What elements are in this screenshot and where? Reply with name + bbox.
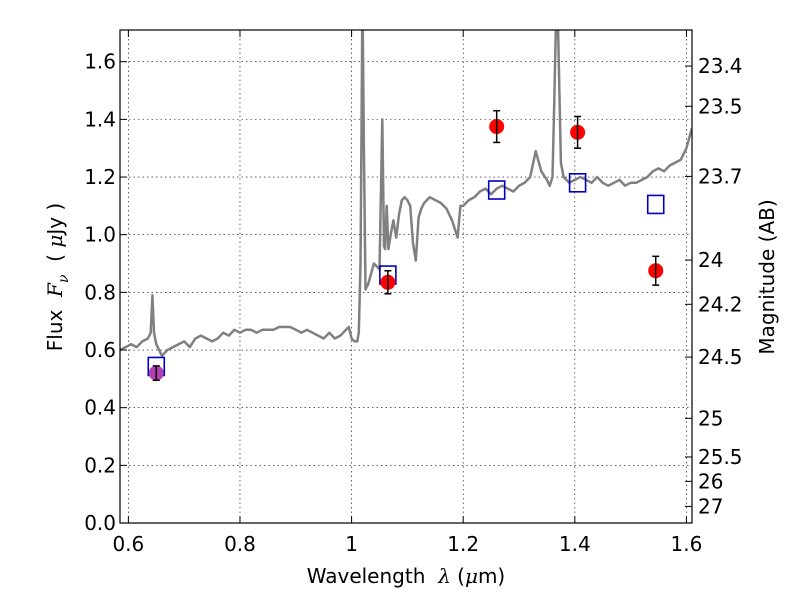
y-tick-label: 0.4	[84, 396, 116, 420]
y-axis: 0.0 0.2 0.4 0.6 0.8 1.0 1.2 1.4 1.6	[84, 50, 127, 535]
y-tick-label: 0.2	[84, 453, 116, 477]
synthetic-point	[487, 180, 506, 200]
x-axis-title: Wavelength λ (μm)	[307, 564, 506, 588]
magnitude-tick-label: 23.7	[698, 164, 743, 188]
x-tick-label: 1.2	[447, 532, 479, 556]
observed-photometry-markers	[148, 109, 664, 382]
x-tick-label: 0.6	[112, 532, 144, 556]
magnitude-tick-label: 24.5	[698, 345, 743, 369]
y-axis-title: Flux Fν ( μJy )	[43, 203, 72, 351]
x-axis: 0.6 0.8 1 1.2 1.4 1.6	[112, 30, 702, 556]
y-tick-label: 0.0	[84, 511, 116, 535]
x-tick-label: 1.4	[559, 532, 591, 556]
magnitude-axis-title: Magnitude (AB)	[755, 199, 779, 354]
magnitude-tick-label: 27	[698, 494, 723, 518]
magnitude-tick-label: 24	[698, 248, 723, 272]
y-tick-label: 1.0	[84, 223, 116, 247]
magnitude-tick-label: 24.2	[698, 292, 743, 316]
x-tick-label: 0.8	[224, 532, 256, 556]
plot-frame	[119, 29, 693, 524]
synthetic-photometry-markers	[147, 173, 665, 377]
magnitude-tick-label: 23.5	[698, 94, 743, 118]
synthetic-point	[646, 194, 665, 215]
magnitude-tick-label: 25.5	[698, 445, 743, 469]
y-tick-label: 0.8	[84, 280, 116, 304]
x-tick-label: 1.6	[671, 532, 703, 556]
y-tick-label: 1.6	[84, 50, 116, 74]
x-tick-label: 1	[345, 532, 358, 556]
y-tick-label: 1.2	[84, 165, 116, 189]
plot-background	[120, 30, 692, 523]
magnitude-tick-label: 25	[698, 406, 723, 430]
y-tick-label: 1.4	[84, 107, 116, 131]
magnitude-tick-label: 26	[698, 469, 723, 493]
plot-area	[120, 30, 692, 382]
synthetic-point	[568, 173, 587, 193]
magnitude-tick-label: 23.4	[698, 54, 743, 78]
y-tick-label: 0.6	[84, 338, 116, 362]
spectrum-line	[120, 30, 692, 358]
